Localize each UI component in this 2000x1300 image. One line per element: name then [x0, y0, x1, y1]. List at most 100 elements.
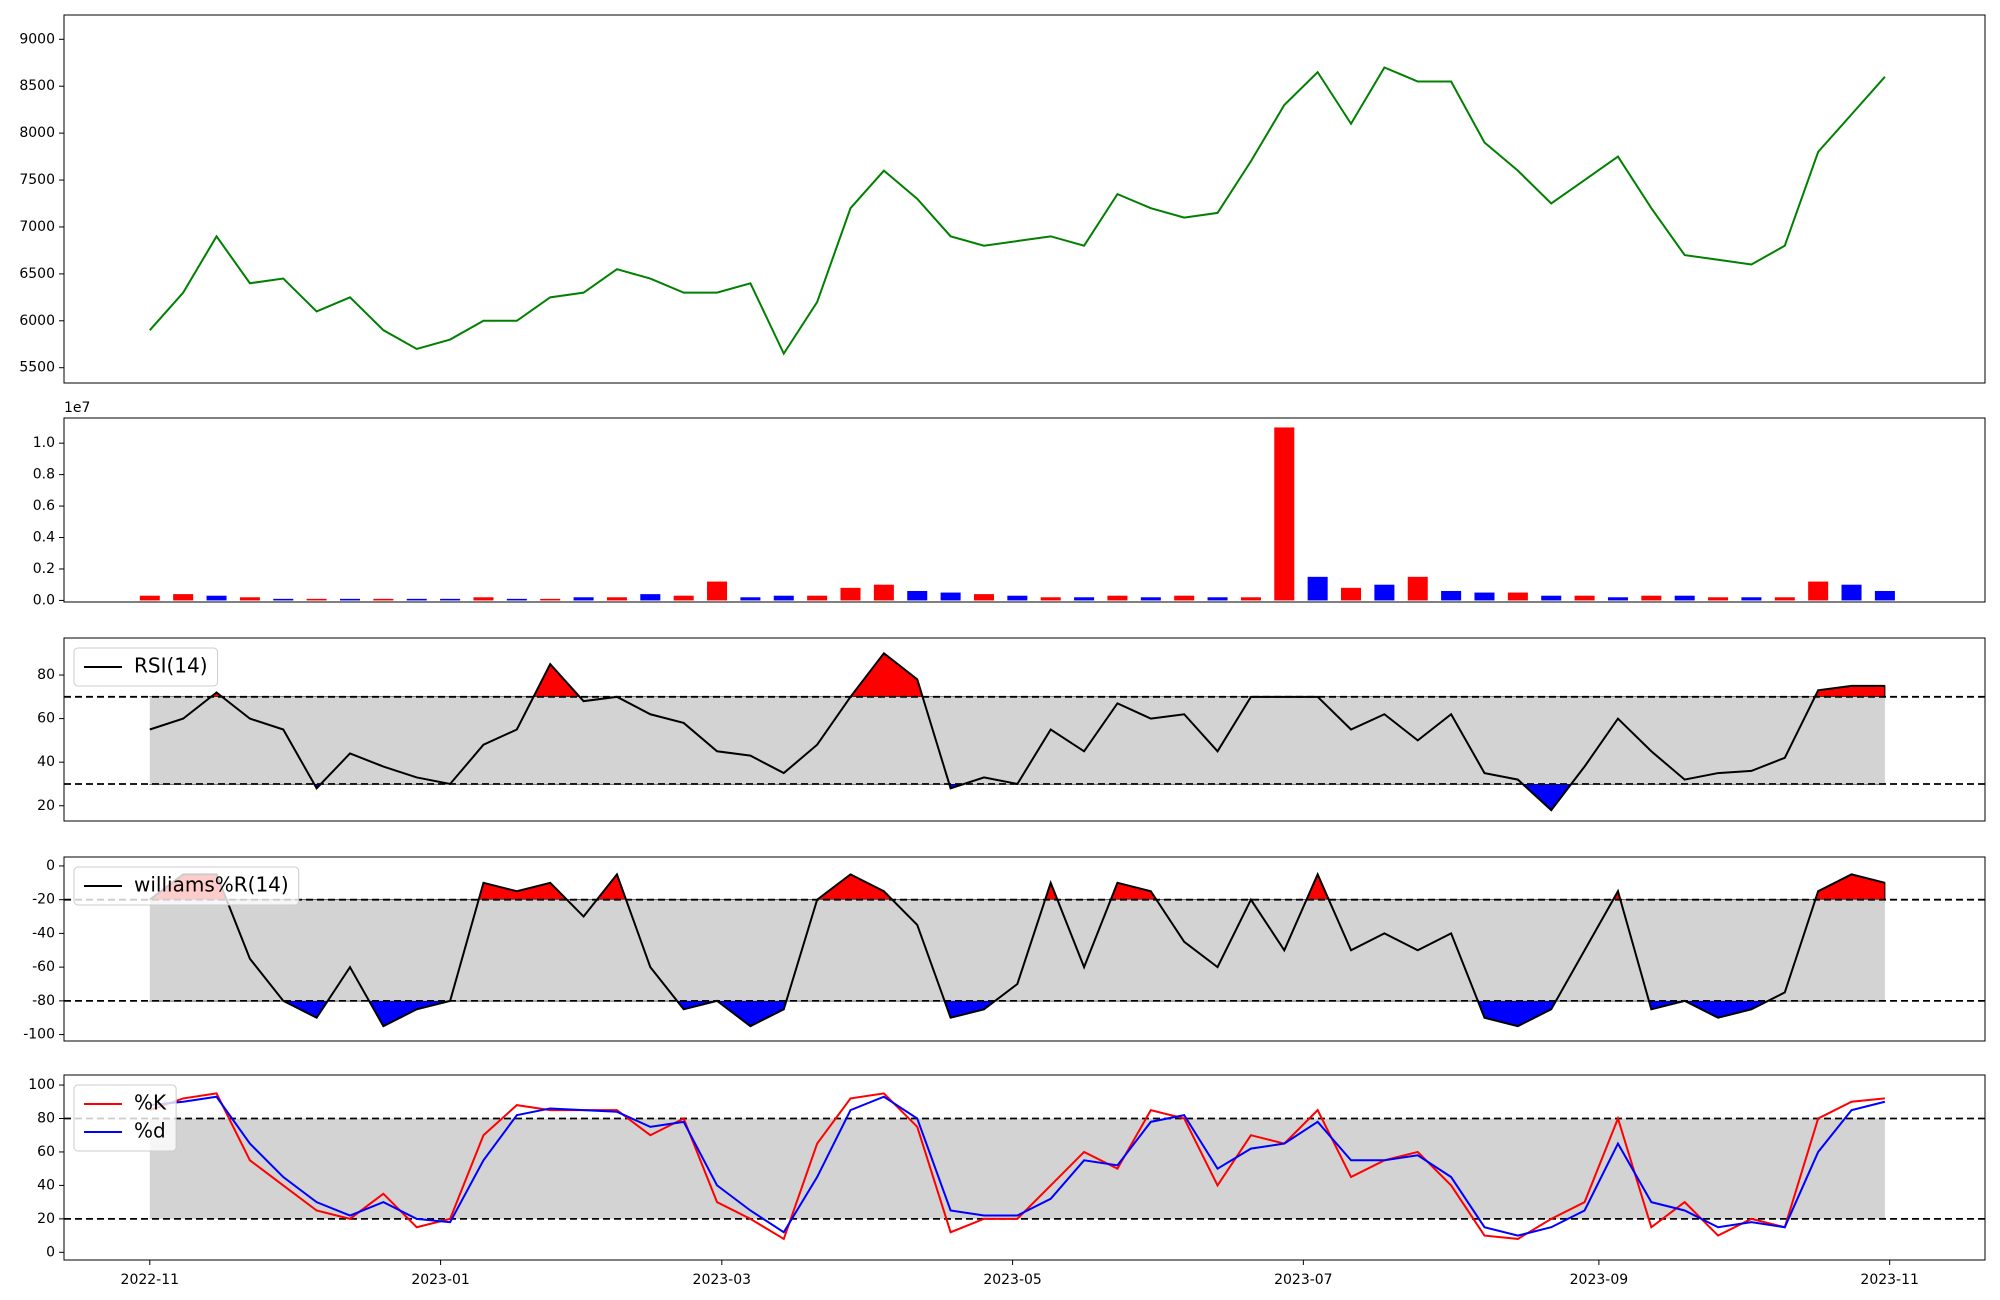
y-tick-label: 0.2 [33, 561, 55, 577]
x-tick-label: 2022-11 [121, 1272, 180, 1288]
y-tick-label: 0.6 [33, 498, 55, 514]
volume-bar [1708, 597, 1729, 601]
legend: RSI(14) [73, 647, 219, 687]
volume-bar [1374, 584, 1395, 601]
y-tick-label: 6000 [19, 313, 55, 329]
volume-bar [1140, 597, 1161, 601]
y-tick-label: 20 [37, 798, 55, 814]
volume-bar [306, 598, 327, 601]
volume-bar [1040, 597, 1061, 601]
volume-bar [1007, 595, 1028, 601]
y-tick-label: 0.8 [33, 467, 55, 483]
volume-bar [506, 598, 527, 601]
volume-bar [773, 595, 794, 601]
y-tick-label: -60 [32, 959, 55, 975]
x-tick-label: 2023-11 [1860, 1272, 1919, 1288]
volume-bar [273, 598, 294, 601]
volume-bar [1841, 584, 1862, 601]
y-tick-label: 5500 [19, 360, 55, 376]
plot-frame [63, 14, 1986, 384]
volume-bar [1774, 597, 1795, 601]
volume-bar [1808, 581, 1829, 601]
volume-bar [1441, 590, 1462, 601]
volume-bar [1074, 597, 1095, 601]
y-tick-label: 40 [37, 1177, 55, 1193]
y-tick-label: 0.0 [33, 592, 55, 608]
plot-frame [63, 637, 1986, 822]
volume-bar [1874, 590, 1895, 601]
threshold-band [149, 1118, 1885, 1219]
y-tick-label: 9000 [19, 31, 55, 47]
y-tick-label: 40 [37, 754, 55, 770]
volume-bar [339, 598, 361, 601]
y-tick-label: 100 [28, 1077, 55, 1093]
volume-bar [1174, 595, 1195, 601]
volume-bar [1474, 592, 1495, 601]
volume-bar [1240, 597, 1261, 601]
volume-bar [1207, 597, 1228, 601]
volume-bar [673, 595, 694, 601]
volume-bar [573, 597, 594, 601]
y-tick-label: -100 [23, 1027, 55, 1043]
plot-frame [63, 417, 1986, 603]
volume-bar [1341, 587, 1362, 601]
volume-bar [807, 595, 828, 601]
volume-bar [406, 598, 427, 601]
x-tick-label: 2023-07 [1274, 1272, 1333, 1288]
y-tick-label: 1.0 [33, 435, 55, 451]
y-tick-label: -40 [32, 925, 55, 941]
y-tick-label: 0 [46, 858, 55, 874]
volume-bar [173, 594, 194, 601]
legend-label: williams%R(14) [134, 873, 289, 897]
volume-bar [1541, 595, 1562, 601]
volume-bar [440, 598, 461, 601]
legend-box [73, 647, 219, 687]
y-tick-label: 80 [37, 667, 55, 683]
volume-bar [606, 597, 627, 601]
y-tick-label: -20 [32, 892, 55, 908]
y-tick-label: 0.4 [33, 530, 55, 546]
y-tick-label: 6500 [19, 266, 55, 282]
y-tick-label: 80 [37, 1110, 55, 1126]
volume-bar [1407, 576, 1428, 601]
volume-bar [873, 584, 894, 601]
volume-bar [1641, 595, 1662, 601]
legend-box [73, 866, 300, 906]
legend-label: %d [134, 1119, 166, 1143]
series-line [149, 1095, 1886, 1237]
volume-bar [239, 597, 260, 601]
threshold-band [149, 696, 1885, 784]
x-tick-label: 2023-03 [693, 1272, 752, 1288]
volume-bar [1307, 576, 1328, 601]
series-line [149, 871, 1886, 1028]
legend-label: %K [134, 1091, 167, 1115]
volume-bar [1607, 597, 1628, 601]
volume-bar [1741, 597, 1762, 601]
volume-bar [1507, 592, 1528, 601]
plot-frame [63, 1074, 1986, 1261]
x-tick-label: 2023-01 [411, 1272, 470, 1288]
y-tick-label: 20 [37, 1211, 55, 1227]
y-tick-label: 60 [37, 711, 55, 727]
volume-bar [1674, 595, 1695, 601]
volume-bar [640, 594, 661, 601]
plot-frame [63, 856, 1986, 1042]
legend: %K %d [73, 1084, 177, 1152]
series-line [149, 651, 1885, 812]
y-tick-label: 7500 [19, 172, 55, 188]
volume-bar [940, 592, 961, 601]
volume-bar [907, 590, 928, 601]
x-tick-label: 2023-09 [1570, 1272, 1629, 1288]
volume-bar [206, 595, 227, 601]
volume-bar [540, 598, 561, 601]
volume-bar [840, 587, 861, 601]
series-line [149, 66, 1886, 356]
x-tick-label: 2023-05 [983, 1272, 1042, 1288]
volume-bar [707, 581, 728, 601]
volume-bar [1274, 427, 1295, 601]
volume-bar [973, 594, 994, 601]
legend-label: RSI(14) [134, 654, 208, 678]
y-tick-label: 8000 [19, 125, 55, 141]
